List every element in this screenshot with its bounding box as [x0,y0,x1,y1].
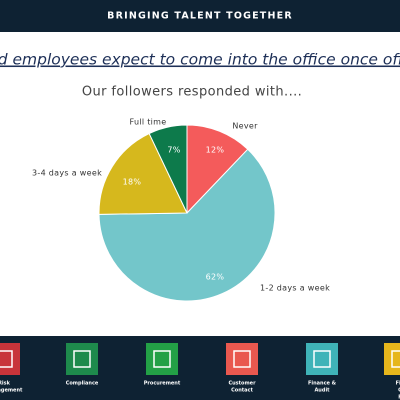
pie: Never 12% 1-2 days a week 62% 3-4 days a wee… [32,118,330,302]
slice-value: 7% [167,146,180,155]
footer-icon [306,343,338,375]
footer-label: Risk [0,381,11,387]
slice-value: 62% [206,273,225,282]
pie-slice [98,148,276,302]
footer-icon-glyph [153,350,171,368]
footer-label: Procurement [144,381,181,387]
footer-icon [0,343,20,375]
slice-label: Never [232,122,258,131]
slice-label: 1-2 days a week [260,284,330,293]
pie-slice [98,132,188,215]
footer-label: C [398,388,400,394]
slice-value: 18% [123,178,142,187]
footer-label: F [398,395,400,400]
footer-icon [66,343,98,375]
pie-slice [186,124,249,215]
header-bar [0,0,400,32]
footer-bar [0,336,400,400]
footer-icon [226,343,258,375]
chart-title: Our followers responded with.... [82,85,302,100]
header-title: BRINGING TALENT TOGETHER [107,11,293,22]
question: ould employees expect to come into the o… [0,51,400,69]
footer-icon-glyph [391,350,400,368]
footer-label: Customer [228,381,256,387]
slice-value: 12% [206,146,225,155]
footer-label: Compliance [66,381,99,387]
footer-label: Management [0,388,23,394]
footer-label: Audit [314,388,330,394]
slice-label: Full time [130,118,167,127]
pie-slice [148,124,188,214]
footer-label: Contact [231,388,253,394]
footer-icon [146,343,178,375]
footer-label: Finance & [308,381,337,387]
footer-icon-glyph [233,350,251,368]
footer-icon-glyph [313,350,331,368]
footer-icon-glyph [0,350,13,368]
footer-items: RiskManagement Compliance Procurement Custo… [0,343,400,400]
footer-label: Fin [396,381,400,387]
footer-icon-glyph [73,350,91,368]
slice-label: 3-4 days a week [32,169,102,178]
